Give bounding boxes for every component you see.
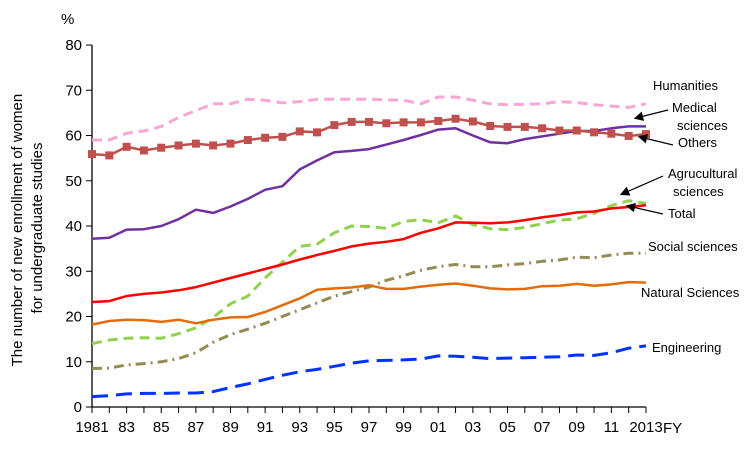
label-pointer-arrow	[619, 175, 664, 196]
series-line	[91, 203, 647, 304]
series-engineering	[91, 344, 647, 399]
data-point-marker	[520, 122, 529, 131]
series-medical-sciences	[91, 125, 646, 240]
data-point-marker	[399, 118, 408, 127]
series-natural-sciences	[91, 280, 647, 326]
x-tick-label: 89	[222, 419, 239, 436]
data-point-marker	[451, 114, 460, 123]
data-point-marker	[174, 141, 183, 150]
x-tick-label: 01	[430, 419, 447, 436]
series-humanities	[92, 95, 647, 142]
series-label: Agrucultural sciences	[668, 166, 737, 199]
series-line	[91, 125, 646, 240]
data-point-marker	[88, 150, 96, 159]
series-label: Total	[668, 206, 696, 221]
series-label: Engineering	[652, 340, 721, 355]
x-tick-label: 09	[568, 419, 585, 436]
series-label: Humanities	[653, 78, 719, 93]
data-point-marker	[468, 117, 477, 126]
data-point-marker	[382, 119, 391, 128]
y-tick-label: 70	[65, 82, 82, 99]
data-point-marker	[347, 117, 356, 126]
y-axis-title-line-1: The number of new enrollment of women	[9, 94, 26, 367]
x-axis-label: FY	[663, 420, 682, 437]
data-point-marker	[122, 142, 131, 151]
series-labels: Humanities Medical sciences Others Agrucultu…	[619, 78, 740, 355]
x-tick-label: 11	[604, 419, 620, 436]
x-tick-label: 83	[118, 419, 135, 436]
data-point-marker	[590, 128, 599, 137]
x-tick-label: 03	[465, 419, 482, 436]
data-point-marker	[503, 122, 512, 131]
data-point-marker	[365, 117, 373, 126]
series-social-sciences	[91, 251, 646, 370]
data-point-marker	[555, 126, 564, 135]
data-point-marker	[226, 139, 235, 148]
data-point-marker	[243, 136, 252, 145]
x-tick-label: 99	[395, 419, 412, 436]
y-tick-label: 80	[65, 37, 82, 54]
data-point-marker	[191, 139, 200, 148]
data-point-marker	[105, 151, 114, 160]
data-point-marker	[261, 133, 270, 142]
x-tick-label: 85	[153, 419, 170, 436]
data-point-marker	[278, 132, 287, 141]
data-point-marker	[538, 124, 547, 133]
series-line	[92, 95, 647, 142]
y-tick-label: 20	[65, 309, 82, 326]
label-pointer-arrow	[633, 109, 669, 121]
series-agrucultural-sciences	[91, 199, 647, 346]
data-point-marker	[486, 121, 495, 130]
x-tick-label: 1981	[75, 419, 108, 436]
series-label: Medical sciences	[672, 100, 728, 133]
series-layer	[88, 95, 650, 399]
x-tick-label: 93	[291, 419, 308, 436]
y-tick-label: 60	[65, 128, 82, 145]
y-tick-label: 30	[65, 263, 82, 280]
series-line	[91, 280, 647, 326]
data-point-marker	[572, 126, 581, 135]
y-tick-label: 10	[65, 354, 82, 371]
x-tick-label: 2013	[629, 419, 662, 436]
y-tick-label: 50	[65, 173, 82, 190]
y-tick-label: 40	[65, 218, 82, 235]
y-axis-title-line-2: for undergraduate studies	[29, 143, 46, 314]
x-tick-label: 87	[188, 419, 205, 436]
series-label: Social sciences	[648, 239, 738, 254]
x-tick-label: 91	[257, 419, 274, 436]
data-point-marker	[607, 129, 616, 138]
x-tick-label: 95	[326, 419, 343, 436]
series-line	[91, 251, 646, 370]
data-point-marker	[624, 131, 633, 140]
y-unit-label: %	[61, 11, 74, 28]
series-label: Others	[678, 135, 718, 150]
x-tick-label: 97	[361, 419, 378, 436]
data-point-marker	[416, 118, 425, 127]
data-point-marker	[313, 128, 322, 137]
y-axis-title: The number of new enrollment of women fo…	[9, 90, 46, 367]
data-point-marker	[209, 141, 218, 150]
series-line	[91, 344, 647, 399]
label-pointer-arrow	[637, 134, 674, 146]
data-point-marker	[434, 117, 443, 126]
data-point-marker	[295, 127, 304, 136]
label-pointer-arrow	[625, 202, 664, 215]
data-point-marker	[157, 143, 166, 152]
series-total	[91, 203, 647, 304]
series-label: Natural Sciences	[641, 285, 740, 300]
y-tick-label: 0	[74, 399, 82, 416]
data-point-marker	[642, 130, 650, 139]
x-tick-label: 07	[534, 419, 551, 436]
data-point-marker	[330, 121, 339, 130]
data-point-marker	[139, 146, 148, 155]
x-tick-label: 05	[499, 419, 516, 436]
series-line	[91, 199, 647, 346]
series-others	[88, 114, 650, 160]
